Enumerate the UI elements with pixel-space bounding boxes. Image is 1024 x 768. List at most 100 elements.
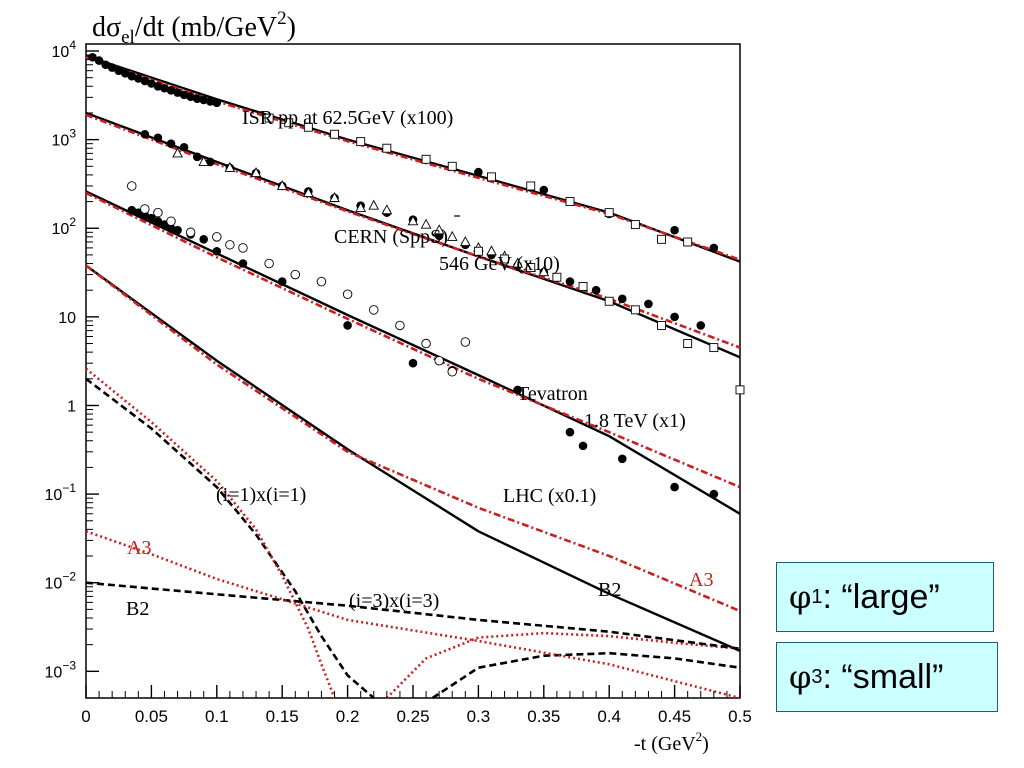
point-tev-open <box>421 338 431 349</box>
point-isr-open <box>264 113 274 123</box>
point-isr-filled <box>153 81 163 91</box>
annotation-b2-right: B2 <box>598 579 621 601</box>
point-isr-open <box>604 208 614 218</box>
point-sps-filled <box>644 299 653 309</box>
annotation-cern: CERN (SppS) <box>334 226 448 248</box>
point-sps-filled <box>591 285 601 295</box>
point-tev-filled <box>408 358 418 368</box>
y-tick-label: 10 <box>58 310 76 327</box>
annotation-cern-energy: 546 GeV (x10) <box>439 253 560 275</box>
point-sps-filled <box>166 139 176 148</box>
annotation-tev-energy: 1.8 TeV (x1) <box>584 410 686 432</box>
point-tev-open <box>264 258 274 269</box>
phi1-subscript: 1 <box>811 586 823 608</box>
point-sps-open-sq <box>709 343 719 353</box>
point-isr-filled <box>120 69 130 78</box>
point-isr-filled <box>539 185 549 195</box>
point-tev-filled <box>670 482 679 492</box>
x-tick-label: 0.15 <box>266 707 299 726</box>
phi1-symbol: φ <box>789 578 812 616</box>
point-sps-open-tri <box>407 215 419 226</box>
point-tev-filled <box>578 441 588 451</box>
point-tev-filled <box>238 259 248 268</box>
point-isr-open <box>382 143 392 153</box>
point-sps-open-tri <box>538 266 550 277</box>
point-tev-open <box>153 207 163 218</box>
phi3-subscript: 3 <box>811 666 823 688</box>
y-tick-label: 104 <box>52 38 77 61</box>
x-tick-label: 0.05 <box>135 707 168 726</box>
x-tick-label: 0.35 <box>527 707 560 726</box>
point-tev-filled <box>199 235 209 244</box>
x-tick-label: 0.25 <box>396 707 429 726</box>
curve-i1-black <box>85 377 375 699</box>
point-sps-open-tri <box>512 257 523 268</box>
point-sps-open-tri <box>433 224 445 235</box>
point-isr-filled <box>199 95 209 105</box>
point-sps-open-tri <box>486 245 497 256</box>
point-sps-open-tri <box>381 204 393 215</box>
point-tev-open <box>316 276 327 287</box>
y-tick-label: 10−3 <box>45 658 77 681</box>
point-isr-filled <box>205 97 215 106</box>
point-tev-open <box>369 305 379 315</box>
point-isr-filled <box>192 94 202 103</box>
point-sps-filled <box>565 277 575 286</box>
point-sps-filled <box>205 157 215 167</box>
point-isr-filled <box>670 225 679 235</box>
point-isr-filled <box>173 88 182 97</box>
point-sps-open-tri <box>355 201 367 212</box>
phi1-text: : “large” <box>822 578 940 616</box>
point-tev-filled <box>277 277 287 286</box>
point-tev-open <box>212 232 222 242</box>
x-tick-label: 0.4 <box>597 707 621 726</box>
point-tev-filled <box>127 205 137 215</box>
point-sps-open-tri <box>303 187 314 198</box>
point-isr-filled <box>186 92 195 102</box>
point-isr-open <box>356 137 366 147</box>
point-isr-filled <box>101 60 110 70</box>
point-sps-open-tri <box>250 167 262 178</box>
point-tev-filled <box>617 454 627 464</box>
curve-tev-solid <box>85 190 741 515</box>
point-isr-open <box>526 181 536 191</box>
point-sps-open-sq <box>578 282 588 291</box>
point-tev-filled <box>343 321 352 330</box>
annotation-isr: ISR pp at 62.5GeV (x100) <box>242 107 453 129</box>
point-tev-filled <box>212 246 222 256</box>
y-tick-label: 103 <box>52 127 77 150</box>
point-tev-filled <box>565 427 575 437</box>
chart-title: dσel/dt (mb/GeV2) <box>92 8 296 48</box>
point-sps-open-tri <box>224 161 236 172</box>
point-tev-open <box>225 240 235 250</box>
point-tev-open <box>395 320 405 331</box>
annotation-i3: (i=3)x(i=3) <box>349 590 439 612</box>
point-isr-open <box>421 154 431 164</box>
point-tev-open <box>238 243 248 253</box>
point-sps-open-sq <box>683 339 693 348</box>
point-tev-open <box>460 337 471 347</box>
x-tick-label: 0.2 <box>336 707 360 726</box>
point-sps-filled <box>696 321 706 330</box>
point-isr-filled <box>114 66 123 75</box>
x-tick-label: 0.5 <box>728 707 752 726</box>
point-isr-open <box>330 129 339 139</box>
phi3-text: : “small” <box>822 658 944 696</box>
point-sps-filled <box>670 312 679 322</box>
curve-tev-red <box>85 191 741 489</box>
y-tick-label: 1 <box>67 398 76 415</box>
x-tick-label: 0 <box>81 707 90 726</box>
point-sps-open-sq <box>604 296 614 306</box>
point-isr-open <box>284 118 294 128</box>
point-tev-open <box>434 355 444 366</box>
point-tev-open <box>140 204 150 214</box>
curve-a3-dotted <box>85 530 741 700</box>
point-tev-filled <box>709 489 719 499</box>
point-isr-open <box>565 197 575 207</box>
point-isr-open <box>447 161 457 171</box>
point-isr-open <box>487 172 496 182</box>
phi3-symbol: φ <box>789 658 812 696</box>
point-isr-open <box>683 237 693 247</box>
point-sps-filled <box>179 142 189 152</box>
